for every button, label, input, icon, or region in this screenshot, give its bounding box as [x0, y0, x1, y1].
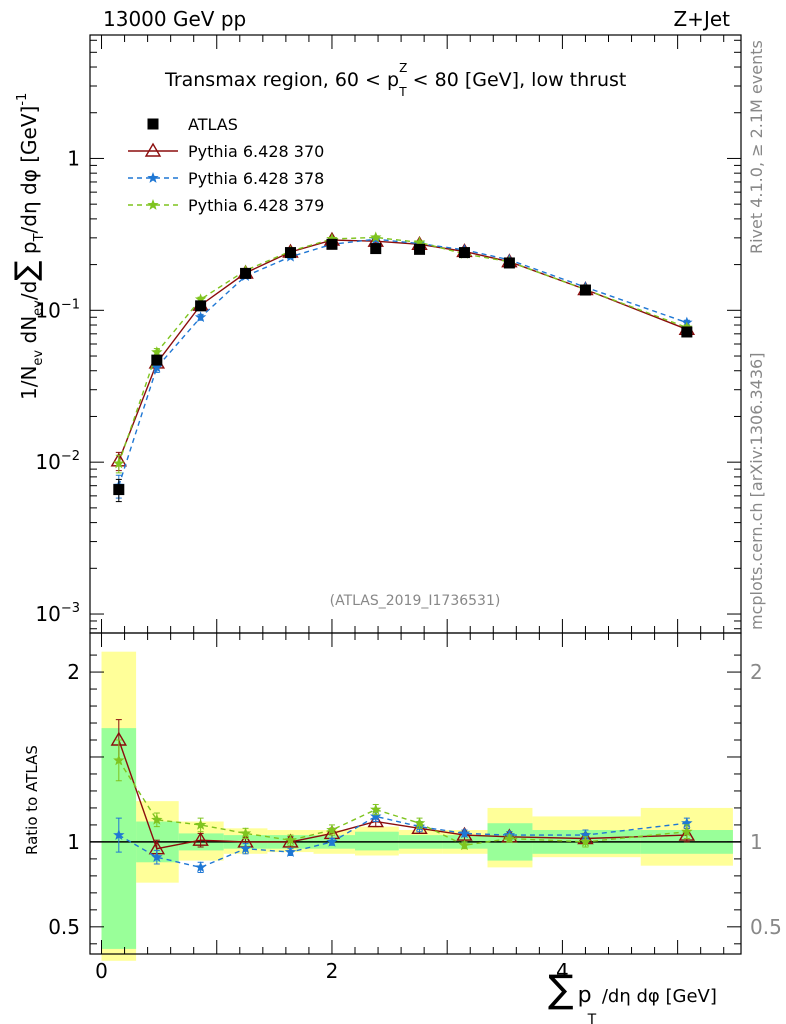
ratio-pythia-6-428-379-point-0 — [113, 754, 125, 766]
main-pythia-6-428-378-line — [118, 238, 688, 486]
header-right: Z+Jet — [673, 7, 730, 31]
x-tick-label-0: 0 — [95, 959, 108, 983]
legend-marker-0 — [147, 118, 159, 130]
ratio-frame — [89, 632, 742, 955]
ratio-pythia-6-428-379-point-1 — [151, 813, 163, 825]
ratio-pythia-6-428-379-point-6 — [370, 803, 382, 815]
main-pythia-6-428-379-point-6 — [370, 231, 382, 243]
band-green-6 — [355, 831, 399, 851]
ratio-pythia-6-428-379-point-5 — [326, 824, 338, 835]
side-label-mcplots: mcplots.cern.ch [arXiv:1306.3436] — [747, 353, 766, 630]
header-left: 13000 GeV pp — [103, 7, 246, 31]
main-atlas-point-7 — [414, 243, 426, 255]
main-y-axis-label: 1/Nev dNev/d∑ pT/dη dφ [GeV]-1 — [9, 93, 47, 400]
x-tick-label-1: 2 — [326, 959, 339, 983]
ratio-y-tick-label-right-2: 0.5 — [750, 915, 782, 939]
plot-title: Transmax region, 60 < pZ T < 80 [GeV], lo… — [164, 61, 626, 99]
main-atlas-point-3 — [240, 267, 252, 279]
legend-label-3: Pythia 6.428 379 — [188, 196, 324, 215]
main-pythia-6-428-379-point-5 — [326, 232, 338, 244]
legend-label-2: Pythia 6.428 378 — [188, 169, 324, 188]
ratio-pythia-6-428-370-point-2 — [192, 831, 209, 846]
ratio-y-tick-label-left-0: 2 — [67, 660, 80, 684]
legend-marker-3 — [147, 199, 159, 210]
main-pythia-6-428-379-line — [118, 236, 688, 464]
main-atlas-point-10 — [579, 284, 591, 296]
y-tick-label-3: 10−3 — [35, 601, 80, 626]
ratio-pythia-6-428-379-point-8 — [458, 839, 471, 851]
ratio-pythia-6-428-379-point-11 — [681, 825, 693, 837]
ratio-pythia-6-428-378-point-5 — [326, 835, 338, 847]
ratio-y-tick-label-right-1: 1 — [750, 830, 763, 854]
legend-marker-1 — [144, 142, 162, 157]
main-pythia-6-428-370-line — [118, 239, 688, 462]
main-atlas-point-9 — [503, 257, 515, 269]
main-pythia-6-428-378-point-2 — [194, 311, 207, 323]
ratio-pythia-6-428-379-point-3 — [239, 827, 252, 839]
y-tick-label-2: 10−2 — [35, 449, 80, 474]
main-pythia-6-428-379-point-7 — [413, 236, 426, 248]
ratio-pythia-6-428-379-line — [118, 760, 687, 847]
ratio-y-tick-label-left-2: 0.5 — [48, 915, 80, 939]
main-atlas-point-5 — [326, 238, 338, 250]
main-atlas-point-1 — [151, 354, 163, 366]
main-pythia-6-428-379-point-0 — [113, 457, 125, 469]
y-tick-label-0: 1 — [67, 146, 80, 170]
main-pythia-6-428-378-point-1 — [151, 361, 163, 373]
ratio-pythia-6-428-378-point-3 — [239, 842, 252, 854]
main-atlas-point-4 — [284, 247, 296, 259]
main-atlas-point-0 — [113, 484, 125, 496]
ratio-pythia-6-428-378-point-0 — [113, 829, 125, 840]
ratio-pythia-6-428-370-point-11 — [678, 826, 696, 841]
ratio-y-tick-label-left-1: 1 — [67, 830, 80, 854]
side-label-rivet: Rivet 4.1.0, ≥ 2.1M events — [747, 40, 766, 254]
ratio-pythia-6-428-378-point-6 — [370, 810, 382, 822]
main-atlas-point-11 — [681, 326, 693, 338]
main-atlas-point-2 — [195, 300, 207, 312]
legend-label-0: ATLAS — [188, 115, 238, 134]
legend-marker-2 — [147, 172, 159, 183]
main-plot: 1 10−1 10−2 10−3 — [35, 34, 742, 634]
x-tick-label-2: 4 — [556, 959, 569, 983]
legend: ATLAS Pythia 6.428 370 Pythia 6.428 378 Pyt… — [128, 115, 324, 215]
ratio-y-tick-label-right-0: 2 — [750, 660, 763, 684]
ratio-pythia-6-428-379-point-10 — [579, 835, 592, 847]
ratio-pythia-6-428-378-point-11 — [681, 817, 693, 829]
ratio-y-axis-label: Ratio to ATLAS — [23, 745, 41, 855]
ratio-pythia-6-428-378-line — [118, 815, 687, 869]
ratio-pythia-6-428-379-point-7 — [413, 817, 426, 829]
reference-label: (ATLAS_2019_I1736531) — [330, 593, 501, 609]
y-tick-label-1: 10−1 — [35, 297, 80, 322]
main-pythia-6-428-379-point-1 — [151, 346, 163, 358]
ratio-pythia-6-428-370-point-6 — [367, 813, 384, 828]
ratio-pythia-6-428-379-point-4 — [284, 834, 297, 846]
main-atlas-point-6 — [370, 243, 382, 255]
ratio-pythia-6-428-379-point-2 — [194, 818, 207, 830]
ratio-pythia-6-428-378-point-4 — [284, 846, 297, 857]
x-axis-label: ∑ p T /dη dφ [GeV] — [548, 967, 717, 1024]
legend-label-1: Pythia 6.428 370 — [188, 142, 324, 161]
ratio-pythia-6-428-378-point-8 — [458, 827, 471, 839]
ratio-pythia-6-428-378-point-10 — [579, 829, 592, 840]
ratio-pythia-6-428-378-point-1 — [151, 851, 163, 863]
main-pythia-6-428-379-point-2 — [194, 293, 207, 305]
ratio-pythia-6-428-379-point-9 — [503, 832, 516, 844]
ratio-pythia-6-428-370-line — [118, 739, 687, 850]
main-atlas-point-8 — [458, 247, 470, 259]
ratio-pythia-6-428-378-point-2 — [194, 861, 207, 873]
ratio-plot: 0 2 4 2 2 1 1 0.5 0.5 — [48, 632, 782, 983]
